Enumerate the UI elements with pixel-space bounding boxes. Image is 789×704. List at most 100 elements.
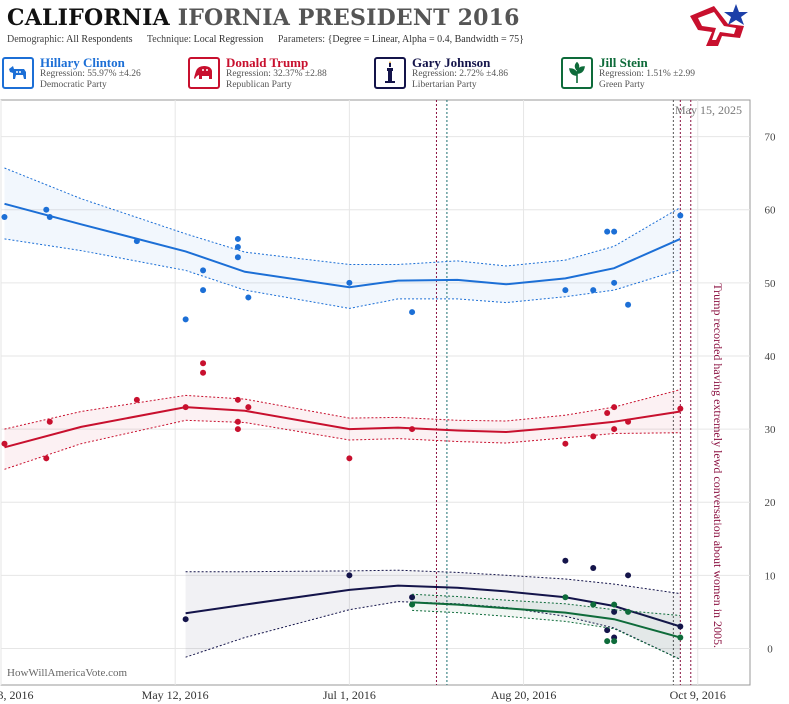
poll-point-trump[interactable] — [46, 418, 53, 425]
poll-point-stein[interactable] — [604, 638, 611, 645]
title-main: CALIFORNIA — [7, 5, 170, 31]
poll-point-trump[interactable] — [133, 396, 140, 403]
donkey-icon — [2, 57, 34, 89]
y-tick-label: 70 — [765, 132, 777, 144]
legend-party-stein: Green Party — [599, 80, 645, 90]
site-credit[interactable]: HowWillAmericaVote.com — [7, 667, 128, 679]
confidence-band-clinton — [4, 168, 681, 309]
poll-point-clinton[interactable] — [677, 212, 684, 219]
poll-point-johnson[interactable] — [590, 565, 597, 571]
poll-point-johnson[interactable] — [677, 623, 684, 630]
poll-point-clinton[interactable] — [1, 214, 8, 220]
poll-point-stein[interactable] — [677, 634, 684, 641]
poll-point-trump[interactable] — [234, 426, 241, 433]
y-tick-label: 40 — [765, 351, 777, 363]
poll-point-trump[interactable] — [1, 440, 8, 447]
poll-point-clinton[interactable] — [234, 254, 241, 261]
poll-point-johnson[interactable] — [346, 572, 353, 579]
header: CALIFORNIA IFORNIA PRESIDENT 2016 Demogr… — [0, 0, 789, 100]
lower-bound-trump — [4, 419, 681, 470]
poll-point-clinton[interactable] — [590, 287, 597, 294]
poll-point-clinton[interactable] — [200, 267, 207, 274]
poll-point-johnson[interactable] — [409, 594, 416, 601]
event-annotation: Trump recorded having extremely lewd con… — [711, 283, 725, 648]
poll-point-clinton[interactable] — [409, 309, 416, 316]
poll-point-johnson[interactable] — [604, 627, 611, 634]
poll-point-trump[interactable] — [611, 404, 618, 411]
upper-bound-stein — [412, 593, 681, 616]
y-tick-label: 20 — [765, 497, 777, 509]
legend-party-clinton: Democratic Party — [40, 80, 107, 90]
poll-point-trump[interactable] — [346, 455, 353, 462]
x-tick-label: May 12, 2016 — [142, 688, 209, 702]
title-rest: IFORNIA PRESIDENT 2016 — [177, 5, 520, 31]
upper-bound-clinton — [4, 167, 681, 267]
poll-point-stein[interactable] — [590, 601, 597, 608]
parameters-label: Parameters: — [277, 34, 326, 45]
legend-party-trump: Republican Party — [226, 80, 292, 90]
poll-point-clinton[interactable] — [133, 238, 140, 245]
poll-point-trump[interactable] — [611, 426, 618, 433]
poll-point-clinton[interactable] — [245, 294, 252, 301]
poll-point-trump[interactable] — [604, 409, 611, 416]
legend-name-stein: Jill Stein — [599, 55, 648, 70]
legend-party-johnson: Libertarian Party — [412, 80, 477, 90]
demographic-value: All Respondents — [66, 34, 133, 45]
trend-line-trump — [4, 406, 681, 449]
poll-point-trump[interactable] — [200, 360, 207, 367]
poll-point-trump[interactable] — [677, 405, 684, 412]
lower-bound-clinton — [4, 238, 681, 309]
legend-name-clinton: Hillary Clinton — [40, 55, 125, 70]
poll-point-clinton[interactable] — [234, 243, 241, 250]
legend-regression-trump: Regression: 32.37% ±2.88 — [226, 69, 327, 79]
confidence-band-stein — [412, 594, 681, 660]
poll-point-clinton[interactable] — [43, 206, 50, 213]
poll-point-trump[interactable] — [234, 396, 241, 403]
poll-point-clinton[interactable] — [46, 214, 53, 220]
date-marker-label: May 15, 2025 — [675, 103, 742, 117]
poll-point-stein[interactable] — [562, 594, 569, 601]
poll-point-trump[interactable] — [245, 404, 252, 411]
poll-point-stein[interactable] — [611, 638, 618, 645]
site-logo-icon[interactable] — [688, 2, 750, 48]
y-tick-label: 60 — [765, 205, 777, 217]
poll-point-johnson[interactable] — [182, 616, 189, 623]
page-title: CALIFORNIA IFORNIA PRESIDENT 2016 — [7, 5, 520, 31]
y-tick-label: 50 — [765, 278, 777, 290]
poll-point-clinton[interactable] — [562, 287, 569, 294]
legend-regression-johnson: Regression: 2.72% ±4.86 — [412, 69, 508, 79]
poll-point-clinton[interactable] — [604, 228, 611, 235]
x-tick-label: Oct 9, 2016 — [670, 688, 726, 702]
y-tick-label: 10 — [765, 570, 777, 582]
poll-point-clinton[interactable] — [182, 316, 189, 323]
poll-point-trump[interactable] — [182, 404, 189, 411]
demographic-label: Demographic: — [7, 34, 65, 45]
poll-point-trump[interactable] — [43, 455, 50, 462]
poll-point-clinton[interactable] — [611, 228, 618, 235]
poll-point-clinton[interactable] — [611, 279, 618, 286]
poll-point-johnson[interactable] — [611, 608, 618, 615]
y-tick-label: 30 — [765, 424, 777, 436]
elephant-icon — [188, 57, 220, 89]
poll-point-clinton[interactable] — [200, 287, 207, 294]
lower-bound-johnson — [185, 601, 681, 660]
poll-point-johnson[interactable] — [625, 572, 632, 579]
poll-point-clinton[interactable] — [234, 235, 241, 242]
technique-value: Local Regression — [193, 34, 264, 45]
poll-point-trump[interactable] — [625, 418, 632, 425]
y-tick-label: 0 — [767, 643, 773, 655]
poll-point-trump[interactable] — [200, 369, 207, 376]
x-tick-label: Jul 1, 2016 — [323, 688, 376, 702]
poll-point-stein[interactable] — [625, 608, 632, 615]
poll-point-johnson[interactable] — [562, 557, 569, 564]
x-tick-label: Aug 20, 2016 — [491, 688, 557, 702]
poll-point-trump[interactable] — [562, 440, 569, 447]
poll-point-trump[interactable] — [234, 418, 241, 425]
poll-point-stein[interactable] — [611, 601, 618, 608]
poll-point-clinton[interactable] — [346, 279, 353, 286]
poll-point-trump[interactable] — [590, 433, 597, 440]
trend-line-stein — [412, 601, 681, 639]
poll-point-clinton[interactable] — [625, 301, 632, 308]
poll-point-stein[interactable] — [409, 601, 416, 608]
poll-point-trump[interactable] — [409, 426, 416, 433]
